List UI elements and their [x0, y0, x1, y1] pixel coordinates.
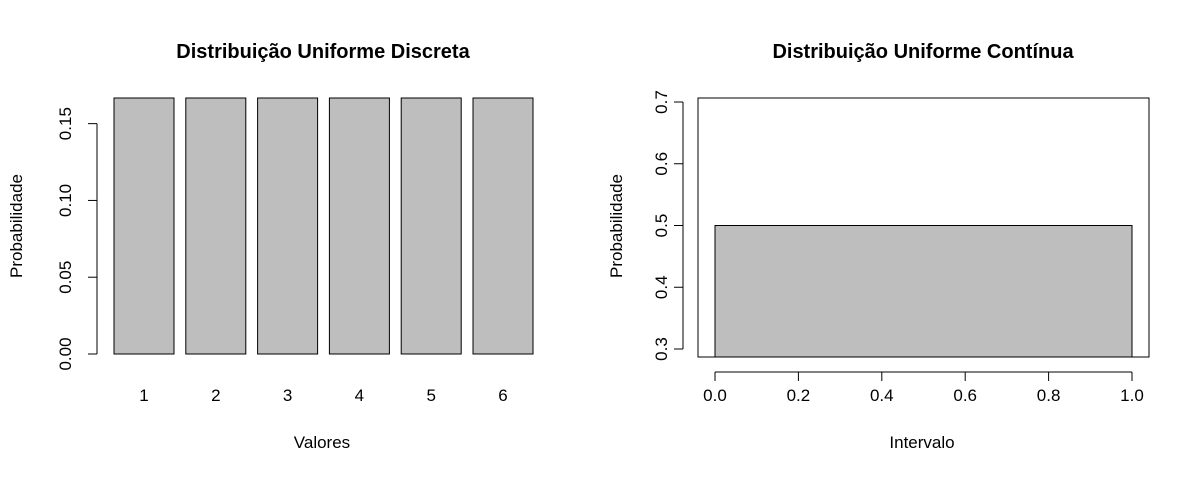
x-tick-label: 6 [498, 386, 507, 405]
x-tick-labels: 1 2 3 4 5 6 [139, 386, 507, 405]
y-axis: 0.3 0.4 0.5 0.6 0.7 [652, 90, 684, 361]
y-tick-label: 0.3 [652, 337, 671, 361]
y-tick-label: 0.4 [652, 275, 671, 299]
y-tick-label: 0.7 [652, 90, 671, 114]
x-tick-label: 0.0 [703, 386, 727, 405]
y-tick-label: 0.00 [56, 337, 75, 370]
continuous-uniform-chart: Distribuição Uniforme Contínua Intervalo… [607, 41, 1150, 452]
bar [113, 97, 175, 355]
bars [113, 97, 534, 355]
y-axis-label: Probabilidade [7, 174, 26, 278]
x-tick-label: 0.2 [787, 386, 811, 405]
bar [185, 97, 247, 355]
x-tick-label: 4 [355, 386, 364, 405]
y-axis-label: Probabilidade [607, 174, 626, 278]
y-tick-label: 0.5 [652, 214, 671, 238]
x-tick-label: 0.8 [1037, 386, 1061, 405]
y-tick-label: 0.10 [56, 184, 75, 217]
y-tick-label: 0.15 [56, 107, 75, 140]
bar [400, 97, 462, 355]
plot-box [697, 97, 1150, 358]
x-tick-label: 0.4 [870, 386, 894, 405]
bar [472, 97, 534, 355]
bar [328, 97, 390, 355]
discrete-uniform-chart: Distribuição Uniforme Discreta Valores P… [7, 41, 534, 452]
density-bar [714, 225, 1133, 357]
x-tick-label: 0.6 [953, 386, 977, 405]
bar [257, 97, 319, 355]
x-tick-label: 5 [426, 386, 435, 405]
x-axis-label: Valores [294, 433, 350, 452]
x-tick-label: 2 [211, 386, 220, 405]
y-tick-label: 0.05 [56, 261, 75, 294]
density-area [714, 225, 1133, 357]
plot-area [697, 97, 1150, 358]
chart-title: Distribuição Uniforme Discreta [176, 41, 470, 63]
x-axis-label: Intervalo [889, 433, 954, 452]
x-tick-label: 3 [283, 386, 292, 405]
x-tick-label: 1 [139, 386, 148, 405]
y-tick-label: 0.6 [652, 152, 671, 176]
x-axis: 0.0 0.2 0.4 0.6 0.8 1.0 [703, 371, 1144, 405]
chart-title: Distribuição Uniforme Contínua [772, 41, 1074, 63]
x-tick-label: 1.0 [1120, 386, 1144, 405]
y-axis: 0.00 0.05 0.10 0.15 [56, 107, 98, 371]
